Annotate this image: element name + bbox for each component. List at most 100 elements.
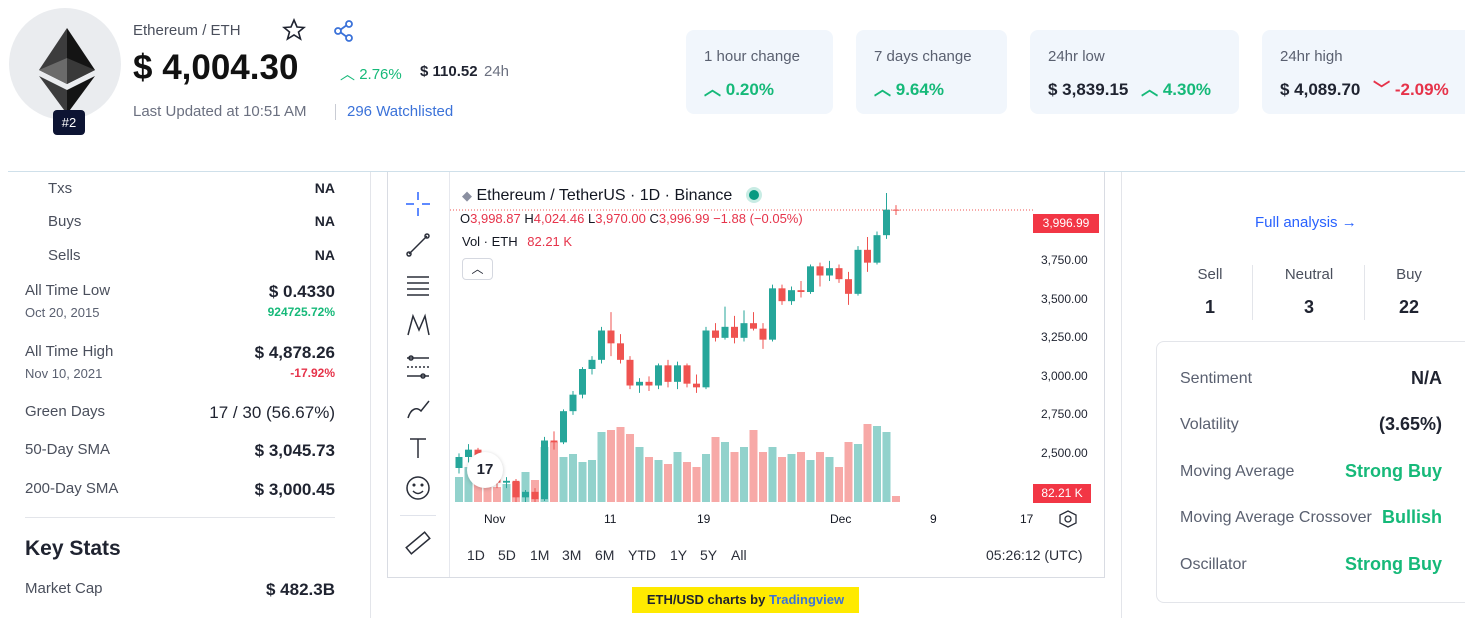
volume: $ 110.52 — [420, 63, 478, 80]
volume-bar — [721, 442, 729, 502]
volume-bar — [626, 434, 634, 502]
volume-bar — [664, 464, 672, 502]
candle-body — [883, 209, 890, 236]
candle-body — [683, 365, 691, 384]
candle-body — [607, 330, 615, 344]
volume-bar — [740, 447, 748, 502]
x-tick: Dec — [830, 512, 852, 526]
volume-bar — [816, 452, 824, 502]
candle-body — [873, 235, 881, 263]
volume-bar — [683, 462, 691, 502]
full-analysis-link[interactable]: Full analysis → — [1255, 214, 1357, 231]
candle-body — [626, 359, 634, 386]
prediction-icon[interactable] — [400, 352, 436, 382]
volume-bar — [835, 467, 843, 502]
volume-bar — [645, 457, 653, 502]
range-1d[interactable]: 1D — [467, 547, 485, 563]
volume-bar — [863, 424, 872, 502]
x-tick: 19 — [697, 512, 711, 526]
x-tick: 17 — [1020, 512, 1034, 526]
chart-time: 05:26:12 (UTC) — [986, 547, 1083, 563]
volume-bar — [749, 430, 758, 502]
volume-bar — [635, 447, 644, 502]
volume-bar — [588, 460, 596, 502]
market-open-dot — [748, 190, 759, 200]
last-updated: Last Updated at 10:51 AM — [133, 103, 307, 120]
candle-body — [465, 449, 472, 457]
stat-label: 7 days change — [874, 48, 972, 65]
candle-body — [455, 457, 463, 468]
candle-body — [731, 326, 738, 338]
coin-name: Ethereum / ETH — [133, 22, 241, 39]
candle-body — [636, 381, 643, 386]
volume-bar — [892, 496, 900, 502]
candle-body — [617, 343, 624, 360]
volume-bar — [806, 460, 815, 502]
volume-bar — [854, 444, 862, 502]
candle-body — [845, 279, 852, 294]
fib-lines-icon[interactable] — [400, 270, 436, 300]
volume-tag: 82.21 K — [1033, 484, 1091, 503]
range-1m[interactable]: 1M — [530, 547, 550, 563]
x-tick: 11 — [604, 512, 617, 526]
candle-body — [693, 383, 700, 388]
settings-icon[interactable] — [1058, 510, 1078, 528]
y-tick: 3,000.00 — [1041, 369, 1088, 383]
candle-body — [674, 365, 681, 382]
divider — [400, 515, 436, 516]
candle-body — [778, 288, 786, 302]
volume-bar — [464, 467, 473, 502]
range-1y[interactable]: 1Y — [670, 547, 688, 563]
volume-bar — [569, 454, 577, 502]
star-icon[interactable] — [281, 17, 307, 42]
volume-bar — [825, 457, 834, 502]
volume-bar — [455, 477, 463, 502]
last-price-tag: 3,996.99 — [1033, 214, 1099, 233]
divider — [1364, 265, 1365, 320]
candle-body — [759, 328, 767, 340]
volume-bar — [711, 437, 720, 502]
text-icon[interactable] — [400, 433, 436, 463]
watchlisted-link[interactable]: 296 Watchlisted — [347, 103, 454, 120]
share-icon[interactable] — [333, 20, 355, 42]
ethereum-icon — [39, 28, 95, 114]
tradingview-link[interactable]: Tradingview — [768, 592, 845, 607]
pattern-icon[interactable] — [400, 310, 436, 340]
brush-icon[interactable] — [400, 393, 436, 423]
stat-label: 1 hour change — [704, 48, 800, 65]
range-ytd[interactable]: YTD — [628, 547, 656, 563]
trend-line-icon[interactable] — [400, 230, 436, 260]
divider — [1121, 172, 1122, 618]
crosshair-icon[interactable] — [400, 189, 436, 219]
neutral-count: 3 — [1303, 297, 1314, 317]
volume-bar — [607, 430, 615, 502]
sell-label: Sell — [1197, 266, 1223, 283]
divider — [1252, 265, 1253, 320]
ruler-icon[interactable] — [400, 528, 436, 558]
emoji-icon[interactable] — [400, 473, 436, 503]
candle-body — [598, 330, 605, 360]
key-stats-heading: Key Stats — [25, 537, 121, 560]
candle-body — [702, 330, 710, 388]
coin-logo — [9, 8, 121, 120]
collapse-legend-button[interactable]: ︿ — [462, 258, 493, 280]
stat-value: $ 3,839.15 ︿ 4.30% — [1048, 80, 1212, 99]
range-all[interactable]: All — [731, 547, 747, 563]
range-5d[interactable]: 5D — [498, 547, 516, 563]
volume-bar — [502, 484, 511, 502]
range-6m[interactable]: 6M — [595, 547, 615, 563]
tradingview-logo[interactable]: 17 — [467, 452, 503, 488]
range-3m[interactable]: 3M — [562, 547, 582, 563]
volume-bar — [474, 472, 482, 502]
volume-bar — [578, 462, 587, 502]
candle-body — [816, 266, 824, 276]
range-5y[interactable]: 5Y — [700, 547, 718, 563]
stat-card-24h-low: 24hr low $ 3,839.15 ︿ 4.30% — [1030, 30, 1239, 114]
candle-body — [655, 365, 662, 386]
y-tick: 2,750.00 — [1041, 407, 1088, 421]
volume-bar — [597, 432, 606, 502]
header-divider — [8, 171, 1465, 172]
stat-card-24h-high: 24hr high $ 4,089.70 ﹀ -2.09% — [1262, 30, 1465, 114]
left-stats-panel: Txs NA — [48, 180, 335, 197]
divider — [335, 104, 336, 120]
